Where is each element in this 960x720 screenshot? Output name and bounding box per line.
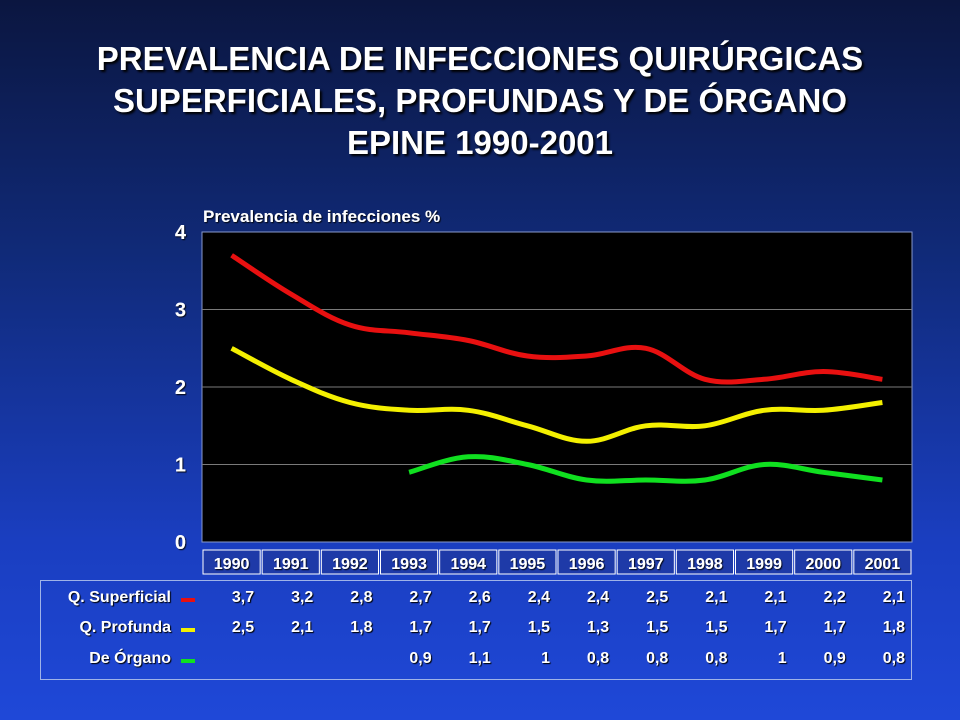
table-value: 3,2	[291, 589, 314, 606]
x-tick-label: 1996	[569, 556, 605, 573]
table-value: 2,1	[764, 589, 787, 606]
table-value: 2,5	[231, 619, 255, 636]
table-value: 1	[541, 650, 550, 667]
table-value: 2,6	[468, 589, 491, 606]
x-category-cell	[439, 549, 498, 575]
x-tick-label: 1998	[687, 556, 723, 573]
title-line-1: PREVALENCIA DE INFECCIONES QUIRÚRGICAS	[96, 40, 864, 77]
x-category-cell	[735, 549, 794, 575]
table-value: 1,8	[882, 619, 905, 636]
legend-label-3: De Órgano	[89, 650, 171, 667]
x-category-cell	[853, 549, 912, 575]
table-value: 2,1	[882, 589, 905, 606]
x-tick-label: 1997	[628, 556, 664, 573]
x-tick-label: 2001	[865, 556, 901, 573]
table-value: 1	[777, 650, 787, 667]
y-tick-label: 2	[175, 377, 186, 399]
legend-swatch-3	[181, 659, 195, 663]
x-category-cell	[380, 549, 439, 575]
table-value: 1,1	[468, 650, 491, 667]
x-category-cell	[261, 549, 320, 575]
legend-swatch-2	[181, 628, 195, 632]
x-axis-categories: 1990 1991 1992 1993 1994 1995 1996 1997 1998 1999…	[202, 549, 912, 575]
x-category-cell	[498, 549, 557, 575]
table-value: 2,4	[586, 589, 610, 606]
x-tick-label: 1993	[391, 556, 427, 573]
x-category-cell	[320, 549, 380, 575]
table-value: 1,7	[409, 619, 432, 636]
series-lines	[230, 253, 883, 484]
title-line-3: EPINE 1990-2001	[346, 124, 613, 161]
table-value: 0,8	[882, 650, 905, 667]
table-value: 1,7	[823, 619, 846, 636]
x-category-cell	[557, 549, 616, 575]
table-value: 2,4	[527, 589, 550, 606]
table-value: 1,5	[646, 619, 669, 636]
y-axis-label: Prevalencia de infecciones %	[203, 207, 440, 226]
table-value: 1,7	[764, 619, 787, 636]
x-tick-label: 1990	[214, 556, 250, 573]
table-value: 2,1	[705, 589, 728, 606]
chart-title: PREVALENCIA DE INFECCIONES QUIRÚRGICAS S…	[0, 38, 960, 164]
table-value: 0,9	[823, 650, 846, 667]
x-category-cell	[675, 549, 734, 575]
x-tick-label: 1995	[510, 556, 546, 573]
table-value: 0,8	[586, 650, 610, 667]
x-tick-label: 1999	[746, 556, 782, 573]
table-value: 3,7	[231, 589, 255, 606]
x-category-cell	[202, 549, 261, 575]
table-value: 1,7	[468, 619, 491, 636]
legend-swatch-1	[181, 598, 195, 602]
legend-label-1: Q. Superficial	[67, 589, 171, 606]
series-line-1	[230, 253, 883, 385]
table-value: 2,2	[823, 589, 846, 606]
table-value: 2,5	[646, 589, 669, 606]
table-value: 2,1	[291, 619, 314, 636]
table-value: 1,8	[350, 619, 373, 636]
y-tick-label: 4	[175, 222, 187, 244]
series-line-3	[408, 454, 883, 484]
table-value: 1,3	[586, 619, 610, 636]
table-value: 0,9	[409, 650, 432, 667]
x-category-cell	[794, 549, 853, 575]
y-axis-ticks: 0 1 2 3 4	[175, 222, 187, 554]
table-value: 0,8	[646, 650, 669, 667]
title-line-2: SUPERFICIALES, PROFUNDAS Y DE ÓRGANO	[112, 82, 848, 119]
table-value: 0,8	[705, 650, 728, 667]
data-table: Q. Superficial 3,7 3,2 2,8 2,7 2,6 2,4 2,4 2,5 2,…	[40, 580, 912, 680]
y-tick-label: 1	[175, 455, 186, 477]
x-tick-label: 1994	[450, 556, 486, 573]
table-value: 1,5	[527, 619, 550, 636]
legend-label-2: Q. Profunda	[79, 619, 171, 636]
y-tick-label: 3	[175, 300, 186, 322]
x-category-cell	[616, 549, 675, 575]
table-value: 2,7	[409, 589, 432, 606]
x-tick-label: 2000	[805, 556, 841, 573]
table-value: 1,5	[705, 619, 728, 636]
x-tick-label: 1992	[332, 556, 368, 573]
x-tick-label: 1991	[273, 556, 309, 573]
series-line-2	[230, 346, 883, 444]
y-tick-label: 0	[175, 532, 186, 554]
table-value: 2,8	[350, 589, 373, 606]
